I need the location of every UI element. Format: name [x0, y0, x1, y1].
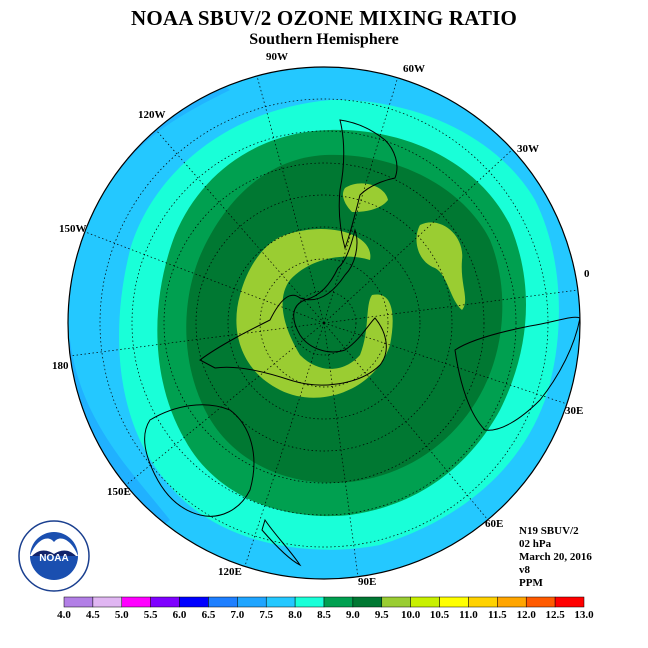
- colorbar-label: 13.0: [574, 609, 594, 621]
- colorbar-swatch: [92, 596, 123, 608]
- colorbar-swatch: [121, 596, 151, 608]
- colorbar-label: 10.0: [401, 609, 421, 621]
- noaa-logo-icon: NOAA: [18, 520, 90, 592]
- lon-label-0: 0: [584, 268, 590, 280]
- colorbar-swatch: [323, 596, 354, 608]
- colorbar-label: 7.5: [259, 609, 274, 621]
- lon-label-60w: 60W: [403, 63, 425, 75]
- colorbar-swatch: [150, 596, 180, 608]
- info-block: N19 SBUV/2 02 hPa March 20, 2016 v8 PPM: [519, 525, 592, 590]
- colorbar-swatch: [265, 596, 296, 608]
- page-title: NOAA SBUV/2 OZONE MIXING RATIO: [131, 6, 517, 30]
- info-units: PPM: [519, 577, 543, 589]
- colorbar-swatch: [63, 596, 94, 608]
- colorbar-swatch: [468, 596, 498, 608]
- colorbar-swatch: [179, 596, 209, 608]
- colorbar-swatch: [439, 596, 469, 608]
- colorbar-label: 4.5: [86, 609, 100, 621]
- colorbar-swatch: [381, 596, 411, 608]
- new-zealand-coastline: [261, 518, 302, 567]
- lon-label-120e: 120E: [218, 566, 242, 578]
- lon-label-30w: 30W: [517, 143, 539, 155]
- colorbar-swatch: [497, 596, 527, 608]
- lon-label-90w: 90W: [266, 51, 288, 63]
- field-yg-ring: [236, 229, 393, 398]
- colorbar-label: 12.5: [545, 609, 565, 621]
- colorbar-swatch: [208, 596, 238, 608]
- colorbar-label: 6.0: [172, 609, 187, 621]
- colorbar-swatch: [237, 596, 267, 608]
- info-level: 02 hPa: [519, 538, 552, 550]
- africa-coastline: [454, 316, 580, 431]
- colorbar-label: 7.0: [230, 609, 245, 621]
- meridian-grid: [69, 75, 579, 578]
- field-pole-core: [294, 303, 346, 347]
- field-yg-patch-1: [342, 183, 388, 212]
- antarctica-coastline: [199, 228, 387, 386]
- page-subtitle: Southern Hemisphere: [249, 31, 399, 48]
- colorbar-swatch: [294, 596, 325, 608]
- field-yg-patch-2: [416, 222, 466, 310]
- colorbar-label: 8.0: [288, 609, 302, 621]
- colorbar-label: 11.5: [488, 609, 507, 621]
- colorbar-label: 5.0: [114, 609, 129, 621]
- lon-label-180: 180: [52, 360, 69, 372]
- colorbar-swatch: [554, 596, 585, 608]
- lon-label-30e: 30E: [565, 405, 584, 417]
- colorbar-swatch: [525, 596, 556, 608]
- australia-coastline: [144, 404, 255, 517]
- lon-label-120w: 120W: [138, 109, 166, 121]
- colorbar-label: 10.5: [429, 609, 450, 621]
- lon-label-150w: 150W: [59, 223, 87, 235]
- info-satellite: N19 SBUV/2: [519, 525, 579, 537]
- colorbar-swatch: [352, 596, 383, 608]
- colorbar-label: 9.0: [346, 609, 360, 621]
- logo-text: NOAA: [39, 553, 68, 564]
- colorbar: [63, 596, 585, 608]
- colorbar-label: 8.5: [317, 609, 331, 621]
- colorbar-label: 9.5: [374, 609, 389, 621]
- ozone-field: [68, 67, 580, 579]
- info-version: v8: [519, 564, 530, 576]
- info-date: March 20, 2016: [519, 551, 592, 563]
- lon-label-150e: 150E: [107, 486, 131, 498]
- colorbar-label: 4.0: [57, 609, 71, 621]
- latitude-grid: [99, 98, 549, 548]
- lon-label-60e: 60E: [485, 518, 504, 530]
- colorbar-label: 11.0: [459, 609, 478, 621]
- colorbar-label: 5.5: [143, 609, 158, 621]
- colorbar-label: 12.0: [516, 609, 536, 621]
- south-america-coastline: [338, 119, 398, 250]
- colorbar-label: 6.5: [201, 609, 216, 621]
- map-border: [67, 66, 581, 580]
- lon-label-90e: 90E: [358, 576, 377, 588]
- colorbar-swatch: [410, 596, 440, 608]
